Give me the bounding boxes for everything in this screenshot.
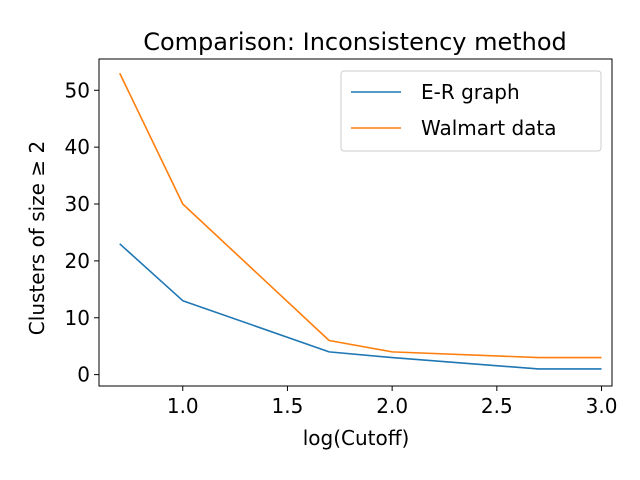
series-lines [119, 72, 602, 370]
y-tick-label: 30 [65, 192, 90, 216]
y-tick-label: 40 [65, 135, 90, 159]
y-tick-label: 0 [77, 363, 90, 387]
legend-label: E-R graph [421, 80, 520, 104]
y-tick-label: 50 [65, 78, 90, 102]
x-tick-label: 2.5 [481, 394, 513, 418]
y-tick-label: 20 [65, 249, 90, 273]
legend-box [340, 70, 602, 152]
chart-title: Comparison: Inconsistency method [143, 28, 567, 56]
axis-ticks: 1.0 1.5 2.0 2.5 3.0 0 10 20 30 40 50 [65, 78, 618, 418]
x-axis-label: log(Cutoff) [303, 426, 410, 450]
plot-frame [98, 58, 613, 387]
series-line-1 [119, 243, 602, 370]
x-tick-label: 1.0 [167, 394, 199, 418]
y-tick-label: 10 [65, 306, 90, 330]
x-tick-label: 1.5 [272, 394, 304, 418]
legend: E-R graph Walmart data [340, 70, 602, 152]
x-tick-label: 2.0 [376, 394, 408, 418]
series-line-2 [119, 72, 602, 359]
x-tick-label: 3.0 [586, 394, 618, 418]
y-axis-label: Clusters of size ≥ 2 [25, 141, 49, 335]
legend-label: Walmart data [421, 116, 557, 140]
